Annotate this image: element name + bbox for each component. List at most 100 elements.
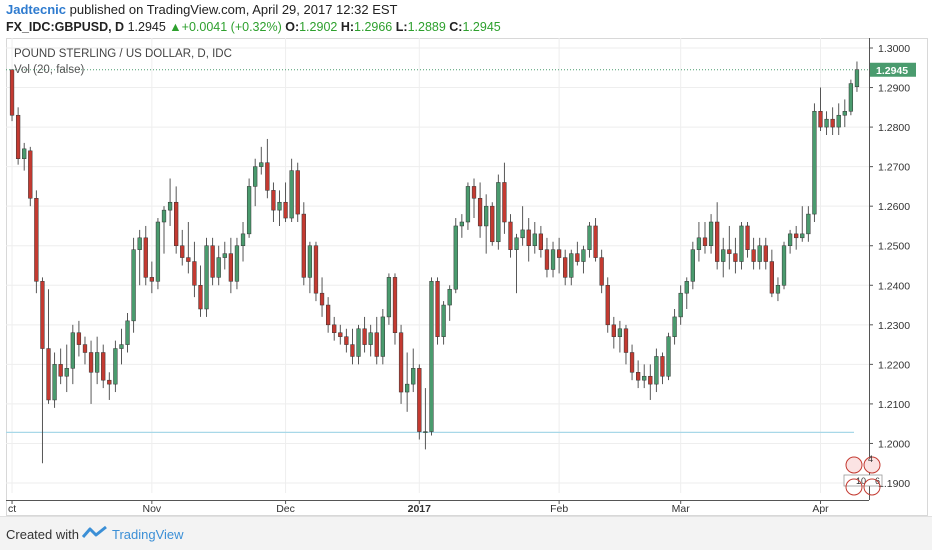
candle: [362, 316, 367, 353]
candle-body: [842, 111, 847, 116]
candle: [119, 328, 124, 365]
candle: [842, 99, 847, 128]
price-tick-label: 1.2900: [878, 83, 910, 95]
grid: [6, 38, 869, 493]
events-widget[interactable]: 4 10 6: [843, 454, 883, 496]
candle: [64, 344, 69, 393]
tradingview-link[interactable]: TradingView: [112, 527, 184, 542]
candle: [9, 69, 15, 122]
candle: [648, 364, 653, 400]
candle-body: [107, 379, 112, 385]
candle: [654, 348, 659, 393]
candle-body: [775, 285, 781, 294]
candle: [806, 206, 811, 242]
candle: [775, 277, 781, 302]
candle-body: [733, 253, 738, 262]
candle-body: [812, 111, 817, 215]
candle-body: [824, 118, 829, 128]
candle: [52, 352, 57, 408]
candle-body: [769, 261, 774, 294]
candle: [149, 261, 154, 294]
candle: [380, 309, 385, 365]
candle-body: [435, 281, 440, 337]
candle-body: [216, 257, 221, 278]
candle-body: [180, 245, 185, 258]
candle: [520, 206, 525, 246]
candle: [727, 225, 732, 270]
candle: [350, 328, 355, 365]
candle-body: [477, 198, 483, 227]
open-value: 1.2902: [299, 20, 338, 34]
chart-header: Jadtecnic published on TradingView.com, …: [0, 0, 932, 38]
candle: [739, 222, 744, 270]
candle: [429, 277, 434, 436]
candle-body: [508, 221, 513, 250]
candle: [830, 107, 835, 135]
candle: [575, 241, 580, 266]
candle: [502, 162, 507, 234]
time-tick-label: Dec: [276, 503, 295, 515]
candle: [180, 229, 185, 266]
candle: [696, 222, 702, 262]
candle: [435, 277, 440, 345]
candle: [781, 241, 787, 290]
time-tick-label: Feb: [550, 503, 568, 515]
author-link[interactable]: Jadtecnic: [6, 2, 66, 17]
candle: [812, 103, 817, 222]
candle: [392, 273, 398, 345]
price-tag-box: [870, 62, 916, 77]
calendar-icon: [843, 474, 883, 487]
candle-body: [167, 201, 173, 211]
price-axis[interactable]: 1.3000 1.2900 1.2800 1.2700 1.2600 1.2500 1.24…: [869, 38, 910, 500]
candle-body: [82, 344, 88, 353]
price-tick-label: 1.3000: [878, 43, 910, 55]
legend-indicator: Vol (20, false): [14, 64, 84, 76]
candle-body: [599, 257, 604, 286]
candle-body: [155, 221, 161, 282]
candle: [228, 237, 234, 294]
candle-body: [441, 304, 446, 337]
candle-body: [514, 237, 519, 250]
candle-body: [289, 170, 294, 219]
candle: [253, 158, 258, 207]
candle: [678, 285, 683, 325]
candle: [338, 324, 343, 345]
candle: [137, 229, 142, 286]
candle: [222, 241, 227, 270]
candle-body: [70, 332, 75, 369]
candle-body: [471, 186, 477, 199]
candle-body: [161, 209, 167, 223]
candle-body: [405, 383, 410, 393]
publish-info: published on TradingView.com, April 29, …: [69, 2, 398, 17]
candle: [733, 237, 738, 274]
time-tick-label: Mar: [672, 503, 691, 515]
candle: [301, 202, 306, 286]
candle-body: [380, 316, 385, 357]
candle: [198, 265, 203, 317]
candle-body: [605, 285, 610, 326]
candle-body: [787, 233, 793, 246]
candle: [271, 182, 276, 222]
candle-body: [95, 352, 100, 373]
candle: [587, 222, 592, 258]
candle: [453, 218, 458, 294]
candle: [307, 241, 313, 294]
candle: [660, 352, 665, 385]
tradingview-logo-icon: [82, 525, 107, 538]
time-axis[interactable]: ctNovDec2017FebMarAprMay: [6, 500, 928, 515]
created-with-label: Created with: [6, 527, 79, 542]
candle: [210, 237, 215, 286]
candle: [629, 344, 635, 381]
candle: [824, 111, 829, 135]
candle-body: [386, 277, 392, 318]
candle: [484, 194, 489, 254]
candle-body: [611, 324, 616, 337]
candle-body: [781, 245, 787, 286]
candle-body: [332, 324, 337, 333]
candle: [107, 372, 112, 400]
candle-body: [715, 221, 720, 262]
candle-body: [854, 69, 860, 88]
price-tick-label: 1.2300: [878, 320, 910, 332]
candle: [88, 340, 94, 404]
candlestick-chart[interactable]: 1.3000 1.2900 1.2800 1.2700 1.2600 1.2500 1.24…: [6, 38, 928, 516]
